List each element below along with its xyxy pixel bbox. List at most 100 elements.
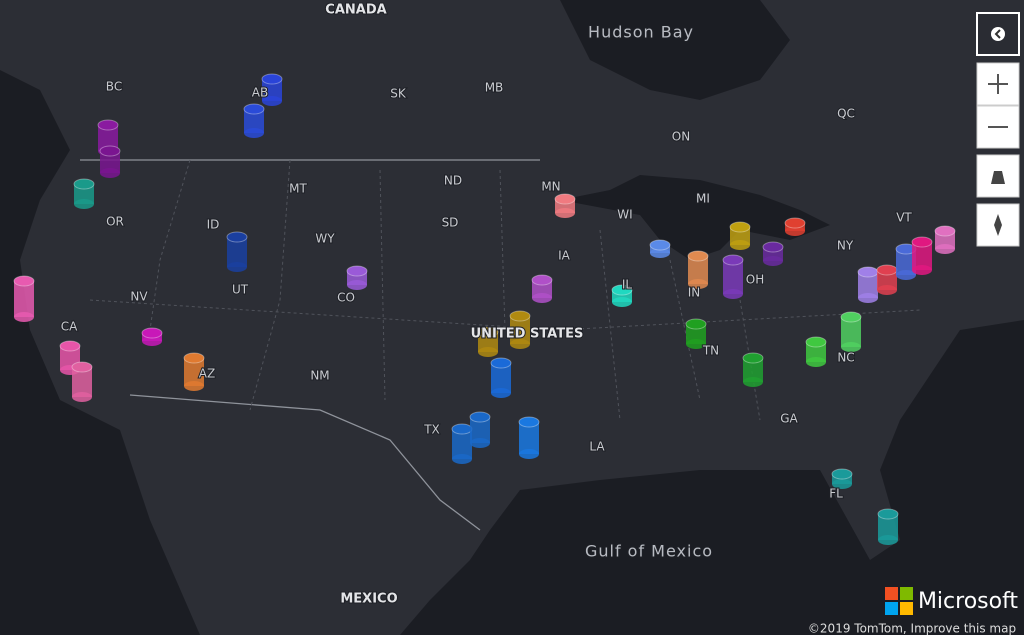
pin-top (243, 103, 265, 115)
place-label: CA (61, 320, 78, 334)
brand: Microsoft (918, 589, 1018, 614)
pin (649, 239, 671, 258)
place-label: NC (837, 351, 854, 365)
pin-body (519, 422, 539, 454)
place-label: AB (252, 86, 268, 100)
pin-top (857, 266, 879, 278)
place-label: CANADA (325, 3, 386, 18)
hudson-bay (560, 0, 790, 100)
pin-body (491, 363, 511, 393)
logo-square (885, 587, 898, 600)
place-label: SD (442, 216, 459, 230)
pin-body (858, 272, 878, 298)
pin-body (688, 256, 708, 284)
pin-body (730, 227, 750, 245)
pin (71, 361, 93, 402)
pin-top (71, 361, 93, 373)
microsoft-logo: Microsoft (885, 587, 1018, 615)
pin (531, 274, 553, 303)
pin (611, 284, 633, 307)
pin-top (611, 284, 633, 296)
pin (554, 193, 576, 218)
pin (346, 265, 368, 290)
collapse-icon (991, 27, 1005, 41)
place-label: MI (696, 192, 710, 206)
pin-top (13, 275, 35, 287)
pin-body (510, 316, 530, 344)
attribution[interactable]: ©2019 TomTom, Improve this map (808, 622, 1016, 635)
pin-top (451, 423, 473, 435)
pin-top (876, 264, 898, 276)
controls (976, 12, 1020, 247)
pin-body (935, 231, 955, 249)
place-label: OR (106, 215, 124, 229)
collapse-arrow (994, 29, 1001, 39)
pin-body (14, 281, 34, 317)
pin-body (743, 358, 763, 382)
place-label: TN (702, 344, 719, 358)
place-label: NV (130, 290, 148, 304)
place-label: MEXICO (340, 592, 397, 607)
pin (73, 178, 95, 209)
pin-top (477, 326, 499, 338)
pin-top (490, 357, 512, 369)
pin (13, 275, 35, 322)
compass-icon (994, 214, 1002, 236)
pin-top (346, 265, 368, 277)
pitch-icon (991, 171, 1005, 184)
pin (840, 311, 862, 352)
pin (99, 145, 121, 178)
place-label: FL (829, 487, 843, 501)
place-label: Gulf of Mexico (585, 542, 713, 561)
pin-top (183, 352, 205, 364)
pin (509, 310, 531, 349)
logo-square (900, 602, 913, 615)
pin-top (59, 340, 81, 352)
pin (742, 352, 764, 387)
place-label: SK (390, 87, 407, 101)
pin (895, 243, 917, 280)
place-label: AZ (199, 367, 215, 381)
pin (518, 416, 540, 459)
pin-body (478, 332, 498, 352)
pin-top (141, 327, 163, 339)
pin-top (226, 231, 248, 243)
pin-body (72, 367, 92, 397)
pin (469, 411, 491, 448)
pin-top (831, 468, 853, 480)
pin-top (729, 221, 751, 233)
pin-top (469, 411, 491, 423)
zoom-in-icon (988, 74, 1008, 94)
pin-body (100, 151, 120, 173)
place-label: MB (485, 81, 504, 95)
place-label: IN (688, 286, 701, 300)
pin-top (840, 311, 862, 323)
pin-body (912, 242, 932, 270)
pin (685, 318, 707, 349)
pin (762, 241, 784, 266)
place-label: CO (337, 291, 355, 305)
pin-body (244, 109, 264, 133)
zoom-out-button[interactable] (976, 105, 1020, 149)
pin-top (518, 416, 540, 428)
labels: CANADA Hudson Bay BC AB SK MB ON QC MT ND MN WI MI NY… (60, 2, 914, 608)
pin-body (841, 317, 861, 347)
pin-top (742, 352, 764, 364)
place-label: ID (207, 218, 220, 232)
pin-top (97, 119, 119, 131)
pin-body (532, 280, 552, 298)
pin (687, 250, 709, 289)
pin (784, 217, 806, 236)
place-label: BC (106, 80, 122, 94)
pin (477, 326, 499, 357)
pin-top (261, 73, 283, 85)
place-label: IA (558, 249, 571, 263)
pin-top (784, 217, 806, 229)
pin (877, 508, 899, 545)
pin-top (99, 145, 121, 157)
place-label: VT (896, 211, 912, 225)
pin (911, 236, 933, 275)
pin-top (805, 336, 827, 348)
great-lakes (560, 175, 830, 260)
